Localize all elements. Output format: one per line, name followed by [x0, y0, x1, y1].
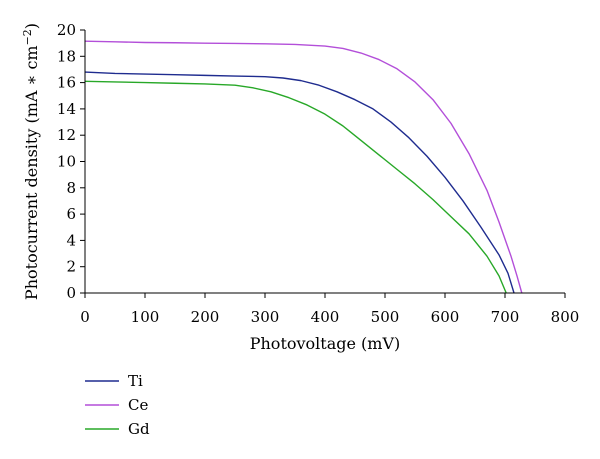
x-tick-label: 200: [191, 308, 220, 326]
y-axis-title-superscript: −2: [21, 29, 34, 45]
y-tick-label: 6: [66, 205, 76, 223]
x-tick-label: 0: [80, 308, 90, 326]
y-tick-label: 12: [57, 126, 76, 144]
y-tick-label: 14: [57, 100, 76, 118]
y-tick-label: 18: [57, 47, 76, 65]
legend-label-gd: Gd: [128, 420, 150, 438]
series-line-gd: [84, 80, 507, 294]
y-axis-title-close: ): [22, 23, 41, 29]
y-tick-label: 0: [66, 284, 76, 302]
y-tick-label: 8: [66, 179, 76, 197]
x-tick-label: 500: [371, 308, 400, 326]
y-axis-title: Photocurrent density (mA ∗ cm−2): [21, 23, 41, 300]
y-tick-label: 2: [66, 258, 76, 276]
series-line-ti: [84, 71, 515, 294]
legend: Ti Ce Gd: [85, 372, 150, 438]
y-tick-label: 20: [57, 21, 76, 39]
y-axis-title-main: Photocurrent density (mA ∗ cm: [22, 45, 41, 300]
axes-layer: [84, 30, 565, 294]
x-tick-label: 800: [551, 308, 580, 326]
x-tick-label: 600: [431, 308, 460, 326]
x-tick-label: 300: [251, 308, 280, 326]
y-tick-label: 16: [57, 74, 76, 92]
series-layer: [84, 40, 523, 294]
x-tick-label: 100: [131, 308, 160, 326]
legend-label-ti: Ti: [128, 372, 143, 390]
x-axis-title: Photovoltage (mV): [250, 334, 401, 353]
series-line-ce: [84, 40, 523, 294]
y-tick-label: 4: [66, 231, 76, 249]
y-tick-label: 10: [57, 153, 76, 171]
x-tick-label: 400: [311, 308, 340, 326]
x-tick-label: 700: [491, 308, 520, 326]
legend-label-ce: Ce: [128, 396, 148, 414]
